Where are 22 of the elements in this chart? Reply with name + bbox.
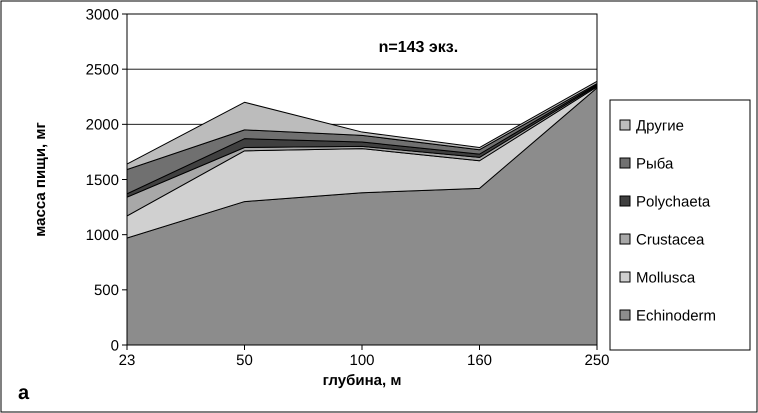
- y-tick-label: 1000: [86, 226, 119, 244]
- y-tick-label: 1500: [86, 172, 119, 189]
- text: а: [18, 382, 30, 404]
- legend-label: Echinoderm: [636, 307, 716, 324]
- legend-label: Рыба: [636, 155, 674, 172]
- y-tick-label: 2000: [86, 116, 119, 134]
- legend-label: Polychaeta: [636, 193, 711, 210]
- legend-label: Другие: [636, 117, 684, 134]
- y-tick-label: 2500: [86, 61, 119, 78]
- y-tick-label: 0: [110, 337, 119, 354]
- x-tick-label: 100: [349, 352, 375, 369]
- y-tick-label: 500: [94, 282, 119, 300]
- x-axis-title: глубина, м: [322, 372, 402, 389]
- legend-label: Crustacea: [636, 231, 706, 248]
- y-axis-title: масса пищи, мг: [32, 122, 49, 237]
- x-tick-label: 250: [584, 352, 610, 369]
- annotation: n=143 экз.: [378, 39, 458, 56]
- y-tick-label: 3000: [86, 6, 119, 24]
- x-tick-label: 160: [466, 352, 492, 369]
- x-tick-label: 23: [118, 352, 136, 369]
- legend-label: Mollusca: [636, 269, 696, 286]
- x-tick-label: 50: [236, 352, 253, 369]
